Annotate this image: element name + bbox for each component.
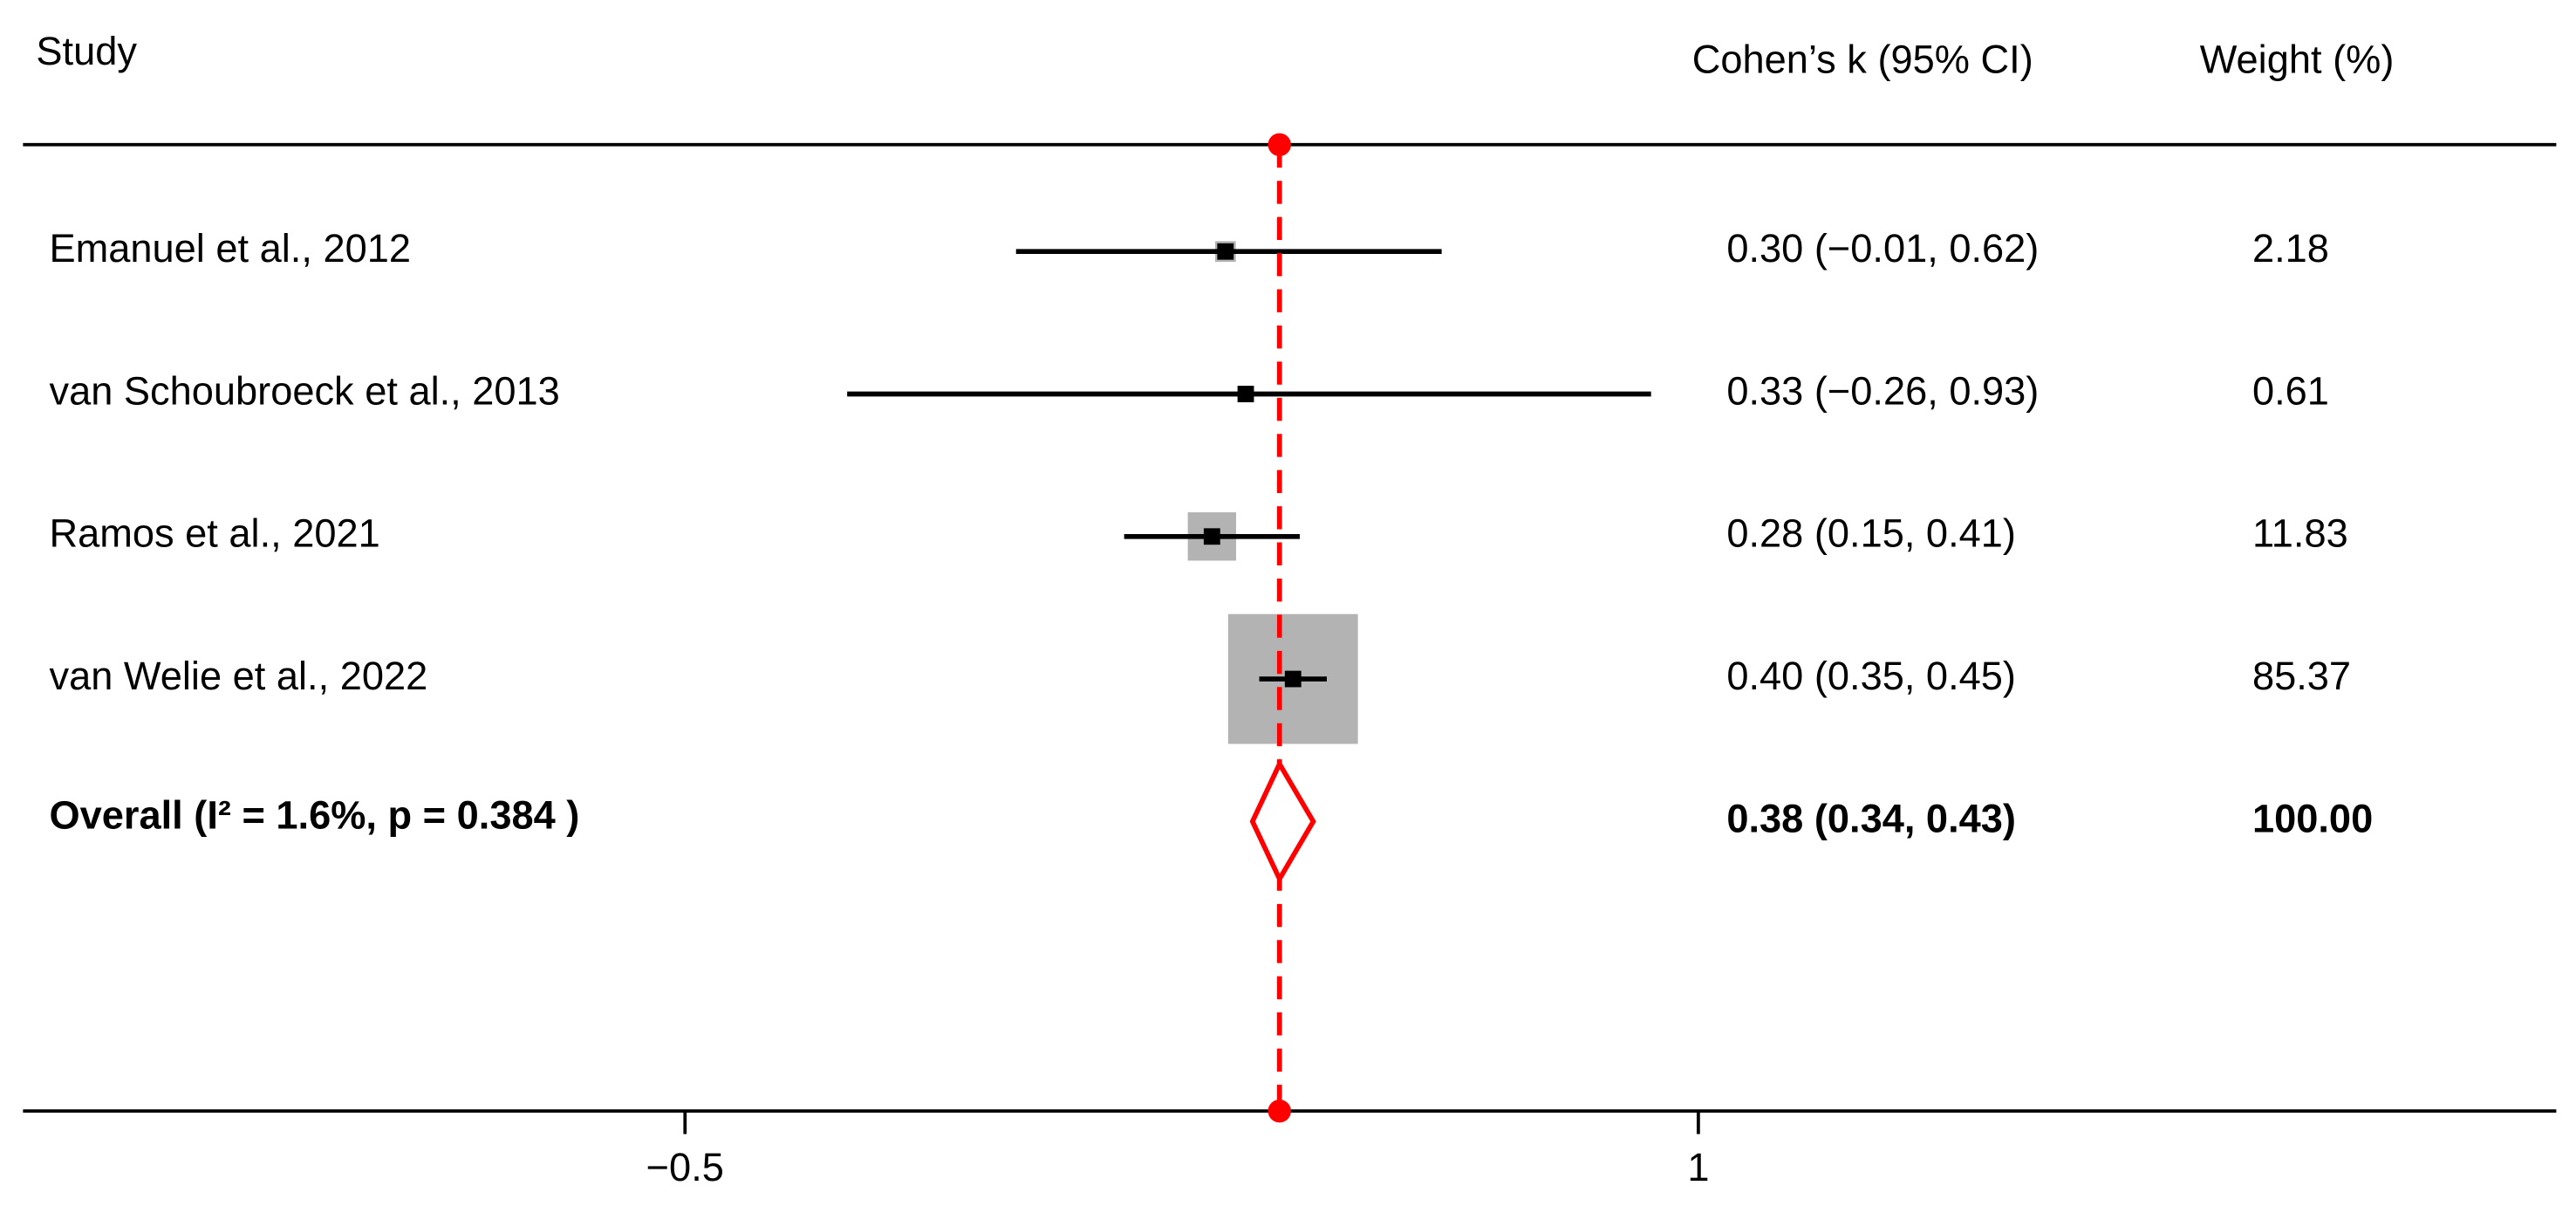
weight-label: 11.83: [2252, 511, 2348, 556]
point-estimate: [1237, 386, 1254, 402]
x-tick-label: −0.5: [646, 1145, 724, 1189]
effect-label: 0.33 (−0.26, 0.93): [1726, 368, 2039, 413]
weight-label: 0.61: [2252, 368, 2329, 413]
point-estimate: [1284, 670, 1302, 688]
overall-diamond: [1249, 758, 1316, 885]
effect-label: 0.28 (0.15, 0.41): [1726, 511, 2016, 556]
x-tick-label: 1: [1687, 1145, 1709, 1189]
study-label: Emanuel et al., 2012: [49, 226, 411, 271]
header-effect: Cohen’s k (95% CI): [1692, 38, 2033, 82]
overall-effect-label: 0.38 (0.34, 0.43): [1726, 796, 2016, 840]
overall-weight-label: 100.00: [2252, 796, 2373, 840]
overall-label: Overall (I² = 1.6%, p = 0.384 ): [49, 793, 579, 838]
header-study: Study: [36, 29, 137, 73]
point-estimate: [1203, 528, 1220, 545]
effect-label: 0.40 (0.35, 0.45): [1726, 654, 2016, 698]
header-weight: Weight (%): [2200, 38, 2395, 82]
reference-dot: [1268, 1099, 1291, 1123]
study-label: van Schoubroeck et al., 2013: [49, 368, 559, 413]
effect-label: 0.30 (−0.01, 0.62): [1726, 226, 2039, 271]
point-estimate: [1217, 243, 1234, 260]
study-label: van Welie et al., 2022: [49, 654, 427, 698]
study-label: Ramos et al., 2021: [49, 511, 379, 556]
weight-label: 85.37: [2252, 654, 2351, 698]
weight-label: 2.18: [2252, 226, 2329, 271]
reference-dot: [1268, 133, 1291, 156]
